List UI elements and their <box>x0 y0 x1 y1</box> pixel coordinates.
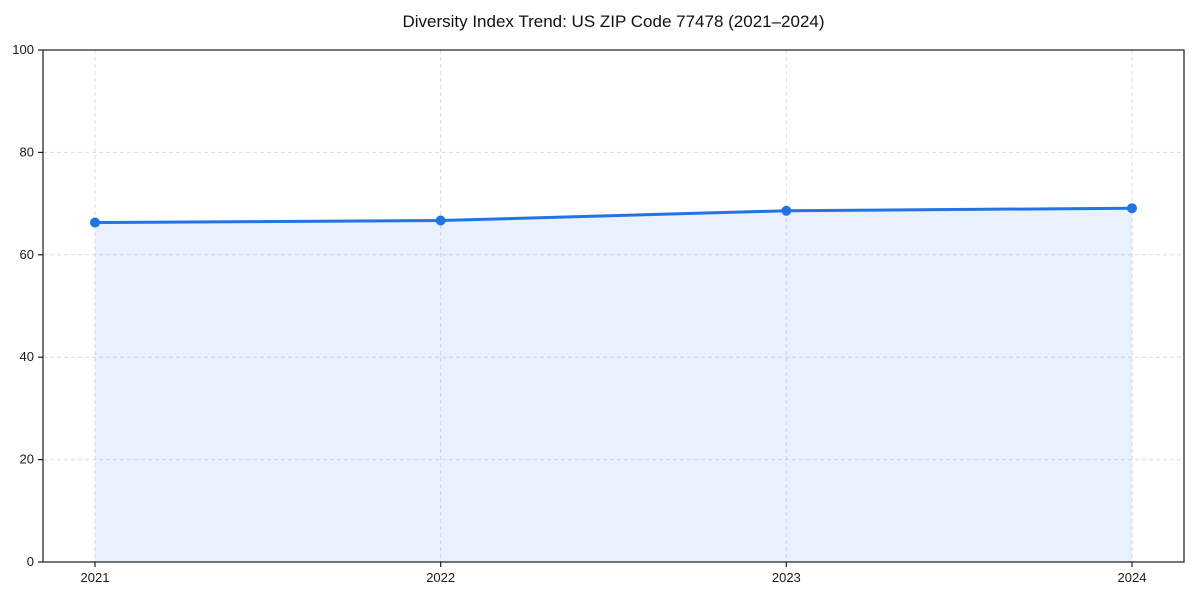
x-tick-label: 2021 <box>81 570 110 585</box>
x-tick-label: 2024 <box>1118 570 1147 585</box>
data-point-marker <box>1127 203 1137 214</box>
chart-title: Diversity Index Trend: US ZIP Code 77478… <box>402 12 825 31</box>
data-point-marker <box>781 205 792 216</box>
y-tick-label: 80 <box>20 144 34 159</box>
y-tick-label: 40 <box>20 349 34 364</box>
y-tick-label: 0 <box>27 554 34 569</box>
y-tick-label: 20 <box>20 452 34 467</box>
data-point-marker <box>435 215 446 226</box>
x-tick-label: 2022 <box>426 570 455 585</box>
area-fill <box>95 208 1132 562</box>
y-tick-label: 60 <box>20 247 34 262</box>
plot-border <box>42 49 1185 563</box>
x-tick-label: 2023 <box>772 570 801 585</box>
trend-line <box>93 206 1134 225</box>
y-tick-label: 100 <box>12 42 34 57</box>
data-point-marker <box>90 217 100 228</box>
